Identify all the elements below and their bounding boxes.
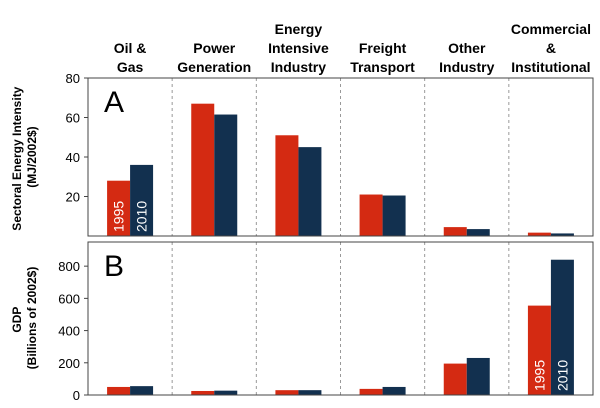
panel-a-tick-label-1: 40	[66, 150, 80, 165]
panel-b-bar-2010-2	[298, 390, 322, 395]
panel-a-letter: A	[104, 86, 124, 119]
category-label-5-line-0: Commercial	[511, 21, 591, 37]
category-label-1-line-0: Power	[193, 40, 236, 56]
panel-b-ylabel-line2: (Billions of 2002$)	[25, 267, 39, 370]
panel-a-bar-2010-5	[550, 233, 574, 236]
panel-a-tick-label-2: 60	[66, 111, 80, 126]
category-label-3-line-1: Transport	[350, 59, 415, 75]
panel-a-bar-2010-0	[130, 164, 154, 236]
panel-a-frame	[87, 77, 594, 237]
category-label-5-line-2: Institutional	[511, 59, 590, 75]
panel-b-frame	[87, 241, 594, 396]
panel-a-ylabel-line1: Sectoral Energy Intensity	[10, 86, 24, 230]
panel-b-tick-label-4: 800	[58, 259, 80, 274]
panel-a-bar-1995-5	[527, 232, 551, 236]
panel-b-bar-2010-5	[550, 259, 574, 395]
panel-a-ylabel: Sectoral Energy Intensity (MJ/2002$)	[10, 83, 39, 230]
panel-a-y-ticks: 20 40 60 80	[66, 71, 88, 205]
panel-b-tick-label-3: 600	[58, 291, 80, 306]
category-label-2-line-1: Intensive	[268, 40, 329, 56]
panel-a-series-label-1995: 1995	[111, 201, 127, 232]
panel-a-bar-2010-3	[382, 195, 406, 236]
panel-b-series-label-2010: 2010	[554, 360, 570, 391]
panel-a-separators	[171, 78, 510, 236]
panel-a-bars: 1995 2010	[107, 103, 574, 236]
panel-b-bars: 1995 2010	[107, 259, 574, 395]
panel-a-ylabel-line2: (MJ/2002$)	[25, 126, 39, 187]
panel-a-bar-2010-2	[298, 147, 322, 236]
panel-a-bar-2010-1	[214, 114, 238, 236]
category-label-0-line-0: Oil &	[114, 40, 147, 56]
panel-a-bar-1995-4	[443, 227, 467, 236]
category-label-5-line-1: &	[546, 40, 556, 56]
category-label-0-line-1: Gas	[117, 59, 144, 75]
panel-b-bar-1995-5	[527, 305, 551, 395]
panel-a-tick-label-3: 80	[66, 71, 80, 86]
panel-b-y-ticks: 0 200 400 600 800	[58, 259, 88, 403]
panel-b-bar-1995-1	[191, 390, 215, 395]
panel-b-letter: B	[104, 250, 124, 283]
panel-b-ylabel-line1: GDP	[10, 307, 24, 333]
category-label-2-line-2: Industry	[271, 59, 326, 75]
panel-b-bar-2010-0	[130, 386, 154, 395]
panel-a-tick-label-0: 20	[66, 190, 80, 205]
panel-a-bar-1995-1	[191, 103, 215, 236]
panel-a-bar-1995-3	[359, 194, 383, 236]
category-label-1-line-1: Generation	[177, 59, 251, 75]
panel-b-bar-2010-4	[466, 357, 490, 395]
panel-b-bar-1995-0	[107, 386, 131, 395]
panel-b-tick-label-2: 400	[58, 324, 80, 339]
panel-a: Sectoral Energy Intensity (MJ/2002$) 199…	[10, 71, 594, 237]
category-label-4-line-0: Other	[448, 40, 486, 56]
panel-b: GDP (Billions of 2002$) 1995 2010 0 200 400…	[10, 241, 594, 403]
panel-a-series-label-2010: 2010	[134, 201, 150, 232]
category-label-3-line-0: Freight	[359, 40, 407, 56]
panel-b-bar-1995-3	[359, 388, 383, 395]
category-labels: Oil & Gas Power Generation Energy Intensive In…	[114, 21, 591, 75]
panel-b-tick-label-0: 0	[73, 388, 80, 403]
panel-b-separators	[171, 242, 510, 395]
panel-a-bar-2010-4	[466, 229, 490, 236]
panel-b-bar-1995-2	[275, 390, 299, 395]
category-label-4-line-1: Industry	[439, 59, 494, 75]
panel-b-tick-label-1: 200	[58, 356, 80, 371]
panel-b-series-label-1995: 1995	[531, 360, 547, 391]
panel-b-bar-2010-1	[214, 390, 238, 395]
panel-b-bar-1995-4	[443, 363, 467, 395]
panel-a-bar-1995-0	[107, 180, 131, 236]
panel-b-ylabel: GDP (Billions of 2002$)	[10, 267, 39, 370]
panel-b-bar-2010-3	[382, 386, 406, 395]
panel-a-bar-1995-2	[275, 135, 299, 236]
category-label-2-line-0: Energy	[275, 21, 323, 37]
